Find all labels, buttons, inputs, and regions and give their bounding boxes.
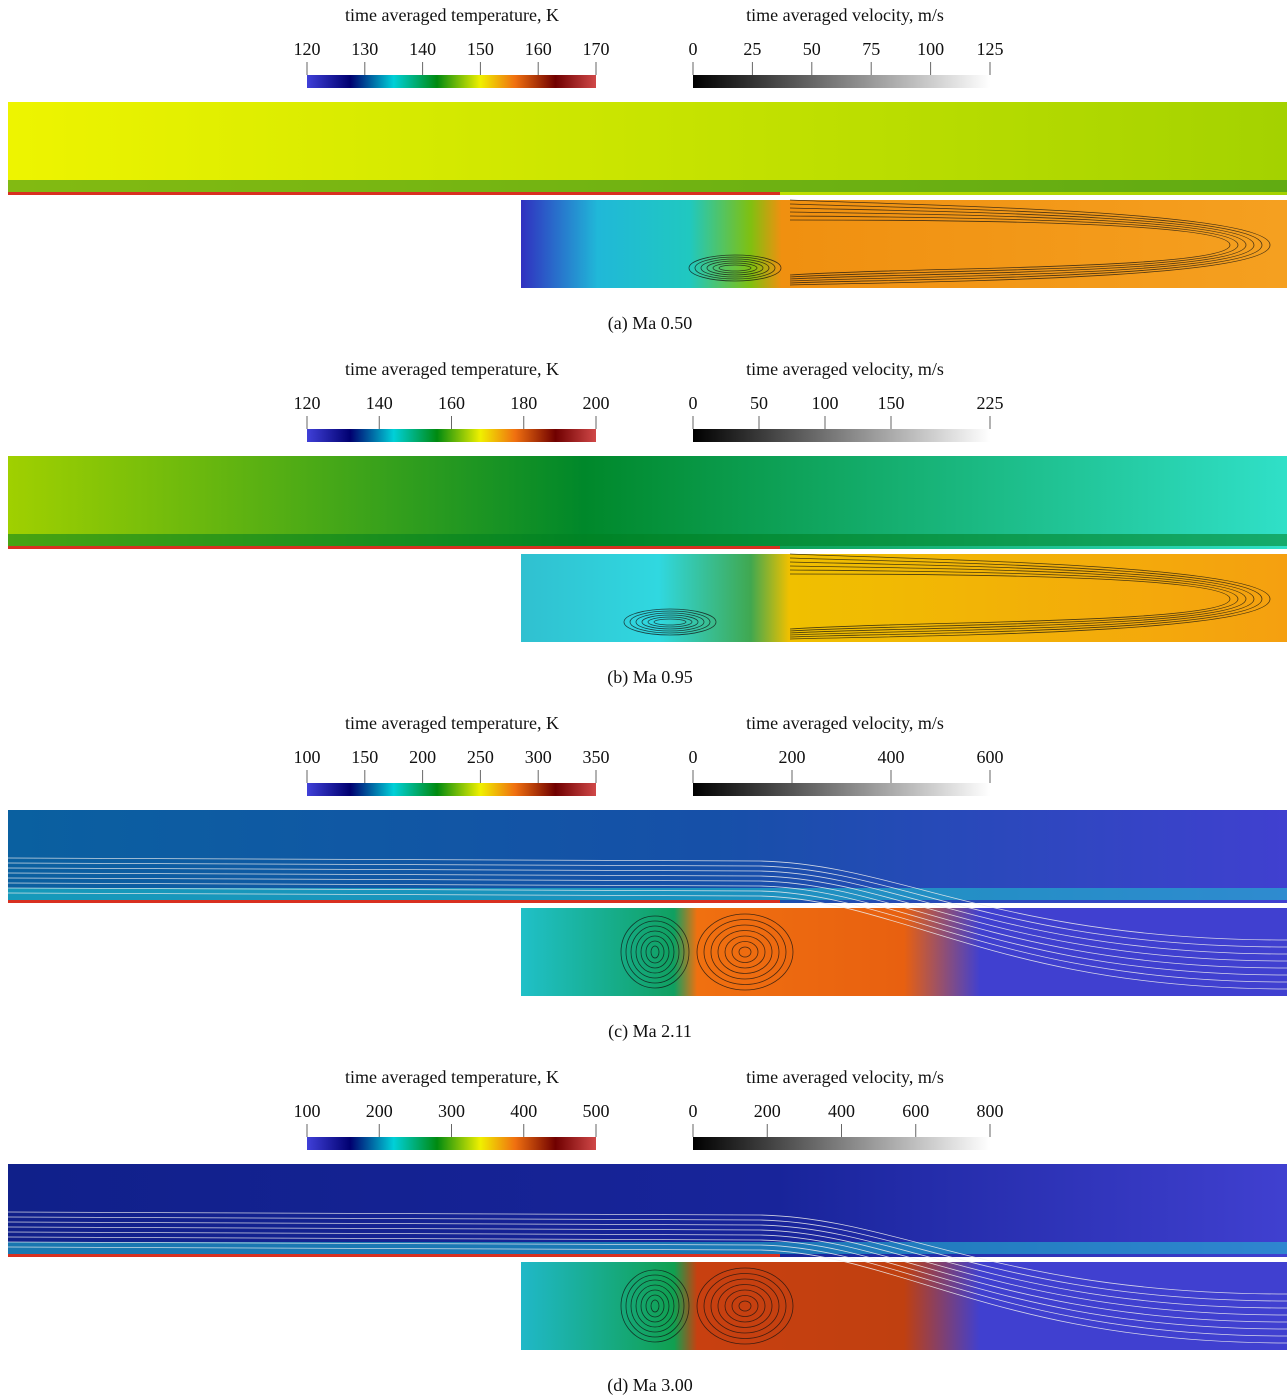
colorbar-title: time averaged temperature, K (345, 5, 559, 25)
tick-label: 125 (977, 39, 1004, 59)
tick-label: 50 (750, 393, 768, 413)
tick-label: 200 (366, 1101, 393, 1121)
colorbar (307, 783, 596, 796)
colorbar-title: time averaged temperature, K (345, 359, 559, 379)
tick-label: 100 (294, 747, 321, 767)
tick-label: 100 (917, 39, 944, 59)
colorbar-title: time averaged temperature, K (345, 713, 559, 733)
panel: time averaged temperature, K 120 130 140 150… (8, 5, 1287, 334)
step-lip (521, 549, 779, 554)
figure: time averaged temperature, K 120 130 140 150… (0, 0, 1287, 1397)
tick-label: 160 (438, 393, 465, 413)
tick-label: 150 (467, 39, 494, 59)
plate-edge (8, 192, 780, 195)
colorbar-title: time averaged temperature, K (345, 1067, 559, 1087)
tick-label: 170 (583, 39, 610, 59)
tick-label: 400 (510, 1101, 537, 1121)
tick-label: 300 (525, 747, 552, 767)
tick-label: 0 (689, 39, 698, 59)
colorbar-title: time averaged velocity, m/s (746, 1067, 944, 1087)
tick-label: 800 (977, 1101, 1004, 1121)
tick-label: 225 (977, 393, 1004, 413)
tick-label: 120 (294, 39, 321, 59)
tick-label: 200 (409, 747, 436, 767)
colorbar (693, 429, 990, 442)
tick-label: 400 (878, 747, 905, 767)
tick-label: 200 (583, 393, 610, 413)
panel: time averaged temperature, K 100 200 300 400… (8, 1067, 1287, 1396)
panel: time averaged temperature, K 120 140 160 180… (8, 359, 1287, 688)
tick-label: 300 (438, 1101, 465, 1121)
colorbar (307, 75, 596, 88)
tick-label: 50 (803, 39, 821, 59)
caption: (c) Ma 2.11 (608, 1021, 692, 1042)
caption: (d) Ma 3.00 (607, 1375, 692, 1396)
plate-edge (8, 900, 780, 903)
tick-label: 140 (409, 39, 436, 59)
tick-label: 600 (977, 747, 1004, 767)
tick-label: 0 (689, 747, 698, 767)
plate-edge (8, 546, 780, 549)
tick-label: 150 (878, 393, 905, 413)
tick-label: 100 (812, 393, 839, 413)
field-shear-band (8, 534, 1287, 546)
step-lip (521, 1257, 779, 1262)
tick-label: 350 (583, 747, 610, 767)
tick-label: 400 (828, 1101, 855, 1121)
field-shear-band (8, 180, 1287, 192)
step-lip (521, 903, 779, 908)
tick-label: 600 (902, 1101, 929, 1121)
tick-label: 25 (743, 39, 761, 59)
step-lip (521, 195, 779, 200)
tick-label: 180 (510, 393, 537, 413)
caption: (b) Ma 0.95 (607, 667, 692, 688)
tick-label: 75 (862, 39, 880, 59)
tick-label: 100 (294, 1101, 321, 1121)
colorbar-title: time averaged velocity, m/s (746, 359, 944, 379)
colorbar-title: time averaged velocity, m/s (746, 713, 944, 733)
tick-label: 150 (351, 747, 378, 767)
colorbar-title: time averaged velocity, m/s (746, 5, 944, 25)
colorbar (693, 75, 990, 88)
colorbar (307, 1137, 596, 1150)
tick-label: 500 (583, 1101, 610, 1121)
tick-label: 160 (525, 39, 552, 59)
tick-label: 200 (779, 747, 806, 767)
colorbar (693, 783, 990, 796)
tick-label: 200 (754, 1101, 781, 1121)
tick-label: 0 (689, 393, 698, 413)
field-cavity (521, 200, 1287, 288)
caption: (a) Ma 0.50 (608, 313, 692, 334)
field-cavity (521, 554, 1287, 642)
tick-label: 140 (366, 393, 393, 413)
colorbar (307, 429, 596, 442)
panel: time averaged temperature, K 100 150 200 250… (8, 713, 1287, 1042)
colorbar (693, 1137, 990, 1150)
tick-label: 120 (294, 393, 321, 413)
tick-label: 250 (467, 747, 494, 767)
plate-edge (8, 1254, 780, 1257)
tick-label: 130 (351, 39, 378, 59)
tick-label: 0 (689, 1101, 698, 1121)
